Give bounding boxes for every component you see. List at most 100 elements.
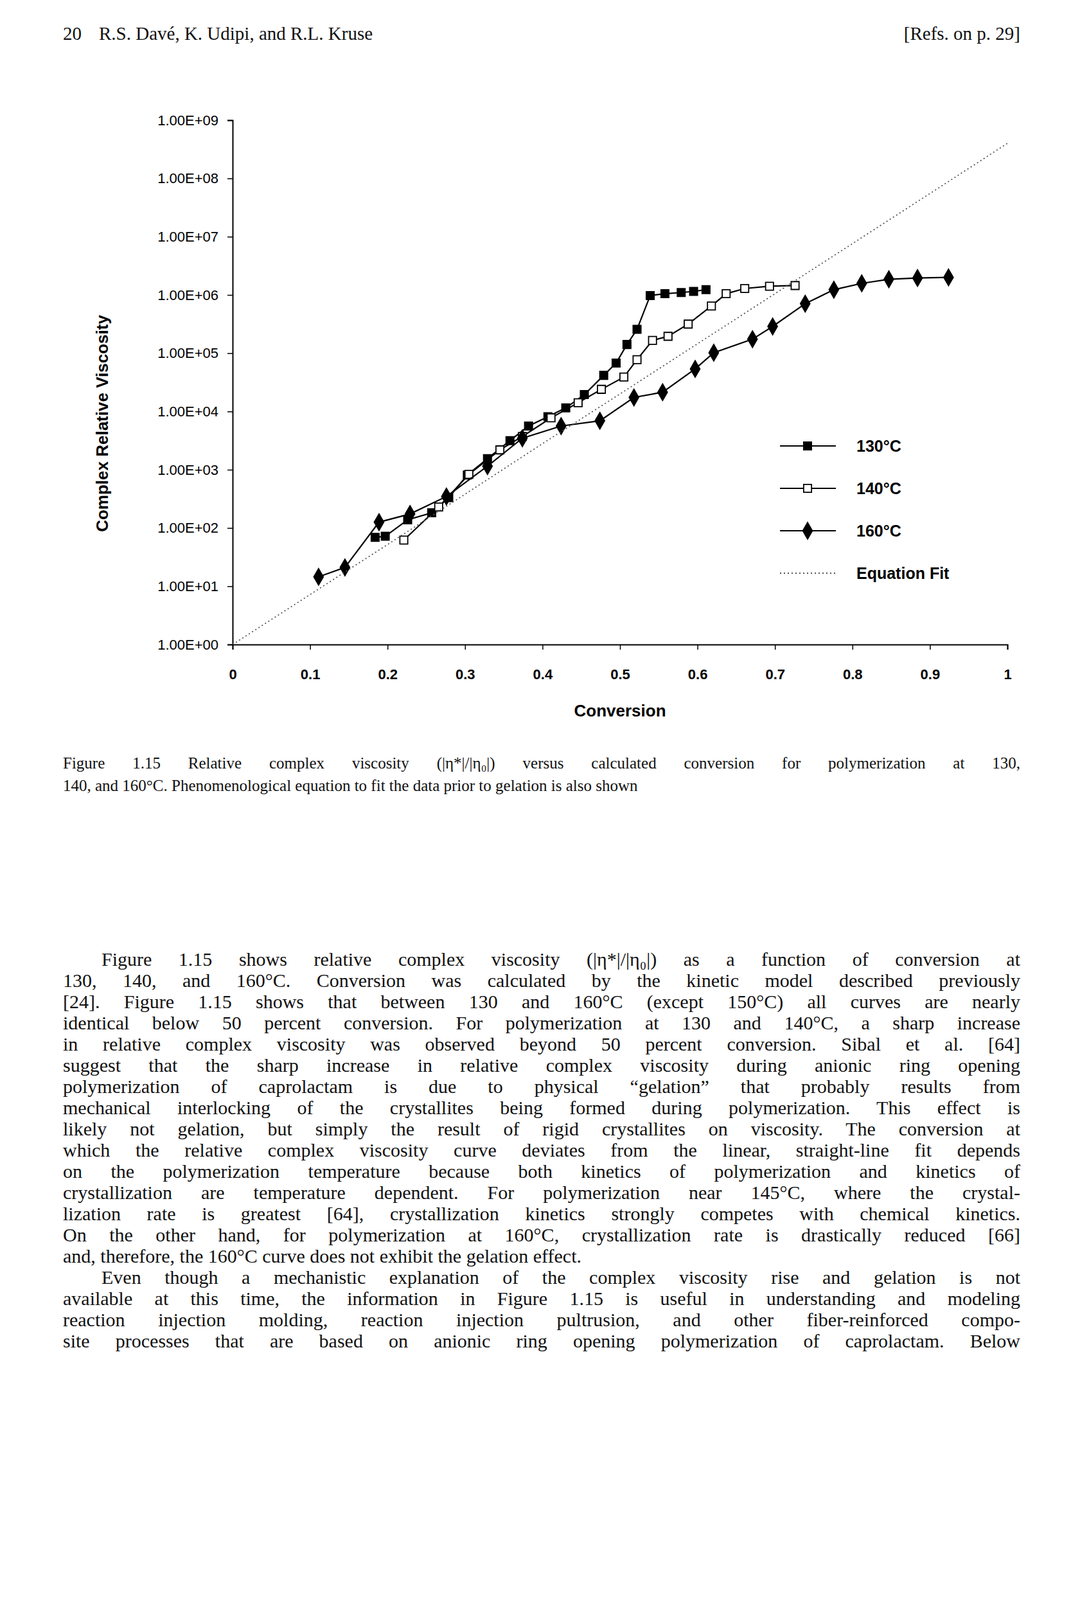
- data-point: [434, 503, 443, 511]
- legend-label: 160°C: [856, 521, 902, 540]
- tick-label: 1.00E+05: [157, 345, 219, 362]
- y-tick: 1.00E+04: [157, 403, 233, 420]
- data-point: [441, 488, 452, 505]
- refs-note: [Refs. on p. 29]: [903, 23, 1021, 45]
- data-point: [482, 458, 493, 475]
- y-axis-title: Complex Relative Viscosity: [92, 314, 112, 532]
- data-point: [517, 429, 528, 447]
- tick-mark: [227, 177, 233, 180]
- tick-mark: [697, 644, 699, 650]
- series-line: [404, 285, 796, 540]
- body-text: Figure 1.15 shows relative complex visco…: [62, 948, 1021, 1352]
- paragraph: Figure 1.15 shows relative complex visco…: [62, 948, 1021, 1267]
- data-point: [632, 355, 641, 364]
- tick-mark: [227, 352, 233, 355]
- data-point: [661, 289, 669, 298]
- tick-label: 1: [1003, 666, 1012, 683]
- data-point: [740, 284, 749, 293]
- x-axis-title: Conversion: [573, 700, 666, 721]
- data-point: [524, 422, 533, 430]
- tick-mark: [774, 644, 777, 650]
- legend-label: 130°C: [856, 436, 902, 455]
- axis-line: [227, 120, 234, 646]
- text-line: 130, 140, and 160°C. Conversion was calc…: [62, 969, 1021, 991]
- x-tick: 0.5: [610, 644, 631, 683]
- x-tick: 0.3: [455, 644, 476, 683]
- running-header: 20R.S. Davé, K. Udipi, and R.L. Kruse[Re…: [62, 23, 1021, 49]
- text-line: Even though a mechanistic explanation of…: [62, 1266, 1021, 1288]
- x-tick: 0: [228, 644, 237, 683]
- paragraph: Even though a mechanistic explanation of…: [62, 1266, 1021, 1352]
- data-point: [547, 413, 556, 422]
- data-point: [684, 319, 692, 328]
- data-point: [619, 373, 628, 381]
- tick-mark: [227, 120, 233, 122]
- data-point: [648, 336, 657, 345]
- tick-mark: [227, 469, 233, 471]
- data-point: [664, 332, 673, 340]
- tick-mark: [227, 294, 233, 297]
- text-line: identical below 50 percent conversion. F…: [62, 1011, 1021, 1034]
- y-tick: 1.00E+01: [157, 578, 233, 595]
- series-line: [232, 143, 1008, 645]
- y-tick: 1.00E+09: [157, 112, 233, 129]
- x-tick: 1: [1003, 644, 1012, 683]
- data-point: [677, 288, 685, 297]
- data-point: [556, 417, 567, 435]
- data-point: [884, 271, 894, 288]
- data-point: [632, 325, 641, 333]
- figure-caption: Figure 1.15 Relative complex viscosity (…: [62, 751, 1021, 797]
- text-line: crystallization are temperature dependen…: [62, 1181, 1021, 1203]
- tick-mark: [227, 527, 233, 529]
- tick-mark: [227, 236, 233, 238]
- data-point: [828, 281, 839, 299]
- text-line: on the polymerization temperature becaus…: [62, 1160, 1021, 1182]
- y-tick: 1.00E+08: [157, 170, 233, 187]
- tick-label: 0.9: [920, 666, 941, 683]
- tick-mark: [542, 644, 544, 650]
- data-point: [623, 340, 631, 349]
- x-tick: 0.4: [533, 644, 554, 683]
- data-point: [313, 568, 324, 586]
- caption-line: Figure 1.15 Relative complex viscosity (…: [62, 751, 1021, 775]
- tick-label: 0.2: [377, 666, 398, 683]
- tick-label: 1.00E+01: [157, 578, 219, 595]
- data-point: [722, 289, 730, 298]
- legend-label: 140°C: [856, 479, 902, 498]
- y-tick: 1.00E+06: [157, 287, 233, 304]
- tick-label: 1.00E+02: [157, 519, 219, 536]
- series-line: [375, 289, 707, 538]
- data-point: [380, 531, 389, 540]
- page: {"header": {"page": "20", "authors": "R.…: [0, 0, 1080, 1600]
- x-tick: 0.8: [842, 644, 863, 683]
- legend-label: Equation Fit: [856, 564, 950, 583]
- data-point: [646, 291, 655, 300]
- text-line: Figure 1.15 shows relative complex visco…: [62, 948, 1021, 970]
- legend-swatch: [779, 572, 836, 574]
- data-point: [943, 269, 954, 286]
- text-line: available at this time, the information …: [62, 1287, 1021, 1309]
- legend-item: 130°C: [779, 436, 902, 455]
- data-point: [657, 384, 668, 401]
- y-tick: 1.00E+03: [157, 461, 233, 479]
- data-point: [690, 360, 701, 378]
- data-point: [600, 371, 608, 380]
- data-point: [800, 295, 811, 313]
- tick-label: 0.8: [842, 666, 863, 683]
- text-line: in relative complex viscosity was observ…: [62, 1033, 1021, 1055]
- tick-mark: [227, 644, 233, 646]
- tick-label: 1.00E+06: [157, 287, 219, 304]
- tick-mark: [227, 411, 233, 413]
- data-point: [597, 385, 606, 394]
- y-tick: 1.00E+02: [157, 519, 233, 536]
- text-line: site processes that are based on anionic…: [62, 1329, 1021, 1352]
- tick-mark: [309, 644, 311, 650]
- text-line: suggest that the sharp increase in relat…: [62, 1054, 1021, 1076]
- data-point: [495, 445, 504, 454]
- text-line: likely not gelation, but simply the resu…: [62, 1117, 1021, 1140]
- x-tick: 0.2: [377, 644, 398, 683]
- tick-label: 0.6: [688, 666, 709, 683]
- data-point: [912, 269, 923, 287]
- data-point: [689, 287, 698, 295]
- tick-label: 1.00E+03: [157, 461, 219, 479]
